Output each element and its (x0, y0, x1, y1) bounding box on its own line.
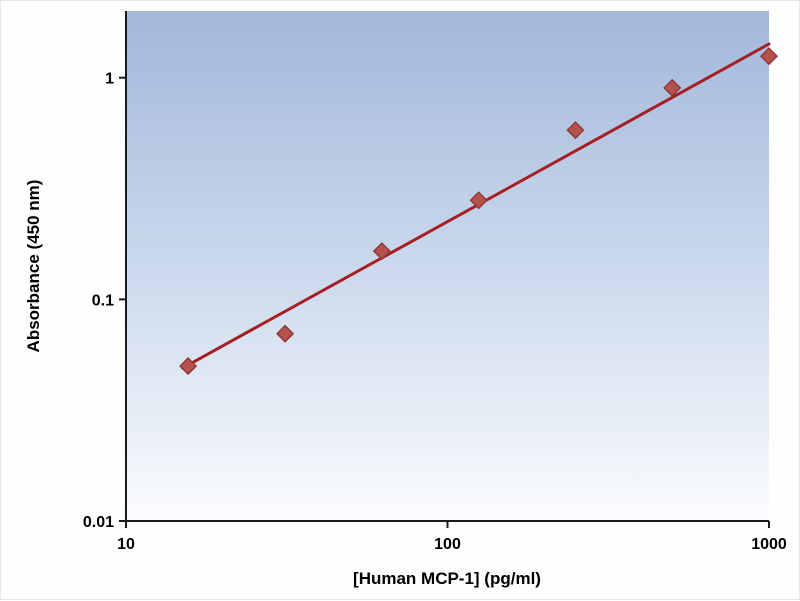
data-point (469, 191, 488, 210)
plot-area (126, 11, 769, 521)
data-point (372, 242, 391, 261)
data-point (179, 357, 198, 376)
x-tick-label: 10 (117, 536, 135, 553)
x-tick-label: 1000 (751, 536, 787, 553)
y-axis-title: Absorbance (450 nm) (24, 180, 43, 353)
data-point (663, 78, 682, 97)
x-tick-label: 100 (434, 536, 461, 553)
y-tick-label: 0.1 (92, 292, 114, 309)
y-tick-label: 0.01 (83, 514, 114, 531)
data-point (566, 121, 585, 140)
plot-layer: 10 100 1000 0.01 0.1 1 (83, 11, 787, 553)
data-point (276, 324, 295, 343)
data-point (759, 47, 779, 66)
y-tick-label: 1 (105, 71, 114, 88)
x-axis-title: [Human MCP-1] (pg/ml) (353, 569, 541, 588)
